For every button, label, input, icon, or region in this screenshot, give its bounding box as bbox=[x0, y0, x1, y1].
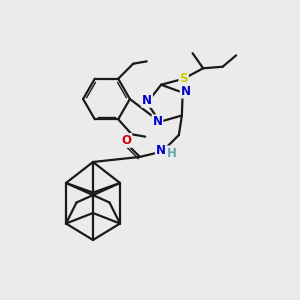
Text: N: N bbox=[142, 94, 152, 107]
Text: O: O bbox=[122, 134, 131, 147]
Text: S: S bbox=[179, 72, 188, 85]
Text: H: H bbox=[167, 146, 177, 160]
Text: N: N bbox=[181, 85, 191, 98]
Text: N: N bbox=[156, 143, 166, 157]
Text: N: N bbox=[152, 115, 162, 128]
